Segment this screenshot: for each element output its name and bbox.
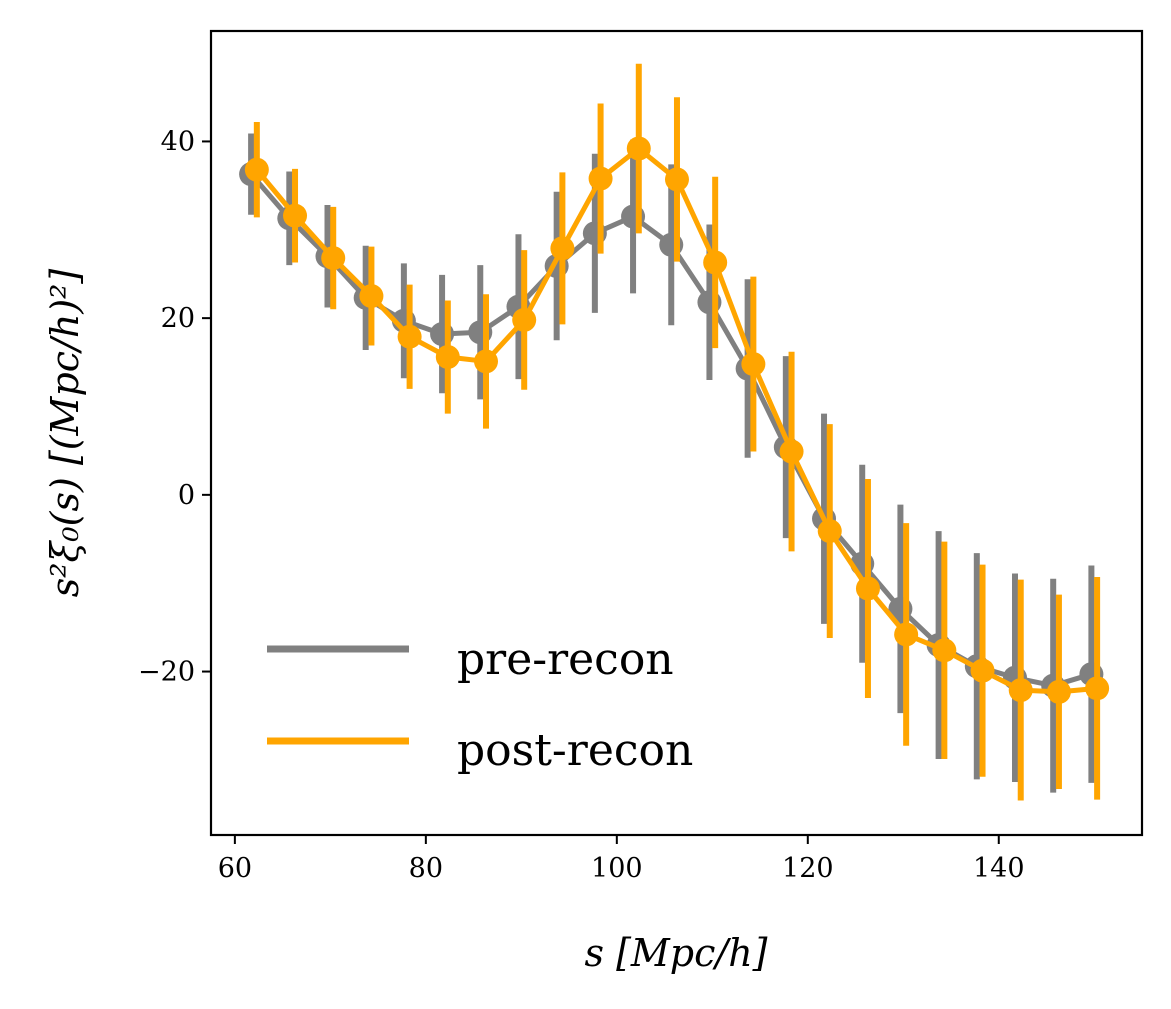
y-tick-label: −20 (138, 657, 195, 688)
data-point (283, 203, 308, 228)
data-point (779, 439, 804, 464)
series-post-recon (244, 63, 1110, 801)
data-point (817, 519, 842, 544)
data-point (588, 166, 613, 191)
x-tick-label: 80 (409, 853, 443, 884)
x-tick-label: 100 (591, 853, 643, 884)
data-point (435, 345, 460, 370)
y-tick-label: 20 (161, 303, 195, 334)
y-tick-label: 40 (161, 126, 195, 157)
y-axis-label: s²ξ₀(s) [(Mpc/h)²] (43, 269, 87, 598)
data-point (703, 250, 728, 275)
data-point (512, 307, 537, 332)
data-point (855, 576, 880, 601)
x-tick-label: 140 (973, 853, 1025, 884)
legend-label-post-recon: post-recon (457, 725, 693, 776)
y-axis-ticks: −20 0 20 40 (138, 126, 211, 688)
data-point (397, 324, 422, 349)
x-axis-label: s [Mpc/h] (584, 931, 767, 975)
data-point (1008, 678, 1033, 703)
data-point (894, 622, 919, 647)
data-point (550, 236, 575, 261)
data-point (741, 352, 766, 377)
legend: pre-recon post-recon (267, 634, 693, 776)
x-axis-ticks: 60 80 100 120 140 (218, 835, 1025, 884)
data-marks (239, 63, 1110, 801)
data-point (626, 136, 651, 161)
plot-frame (209, 29, 1144, 837)
data-point (359, 284, 384, 309)
y-tick-label: 0 (178, 480, 195, 511)
data-point (1085, 676, 1110, 701)
x-tick-label: 120 (782, 853, 834, 884)
data-point (932, 638, 957, 663)
data-point (244, 157, 269, 182)
data-point (664, 167, 689, 192)
legend-label-pre-recon: pre-recon (457, 634, 674, 685)
data-point (970, 658, 995, 683)
data-point (1046, 679, 1071, 704)
data-point (474, 349, 499, 374)
data-point (321, 246, 346, 271)
x-tick-label: 60 (218, 853, 252, 884)
